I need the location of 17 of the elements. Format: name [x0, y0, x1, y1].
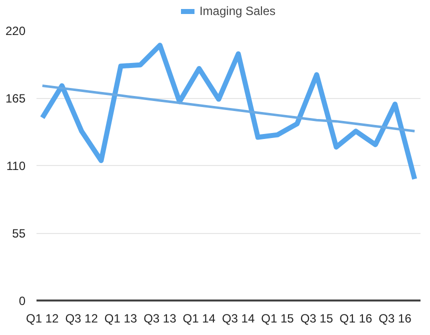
y-tick-label: 110 [6, 159, 26, 173]
x-tick-label: Q3 12 [65, 312, 98, 326]
x-tick-label: Q1 15 [261, 312, 294, 326]
x-tick-label: Q1 12 [26, 312, 60, 326]
y-tick-label: 0 [18, 294, 26, 308]
x-tick-label: Q1 14 [182, 312, 216, 326]
line-series [41, 84, 416, 132]
x-tick-label: Q3 13 [144, 312, 177, 326]
x-tick-label: Q1 16 [340, 312, 373, 326]
y-tick-label: 220 [5, 24, 26, 38]
x-tick-label: Q1 13 [104, 312, 138, 326]
y-tick-label: 165 [5, 92, 26, 106]
x-tick-label: Q3 16 [378, 312, 412, 326]
legend-label: Imaging Sales [199, 4, 276, 18]
x-tick-label: Q3 15 [300, 312, 334, 326]
x-tick-label: Q3 14 [222, 312, 255, 326]
y-tick-label: 55 [12, 226, 26, 240]
